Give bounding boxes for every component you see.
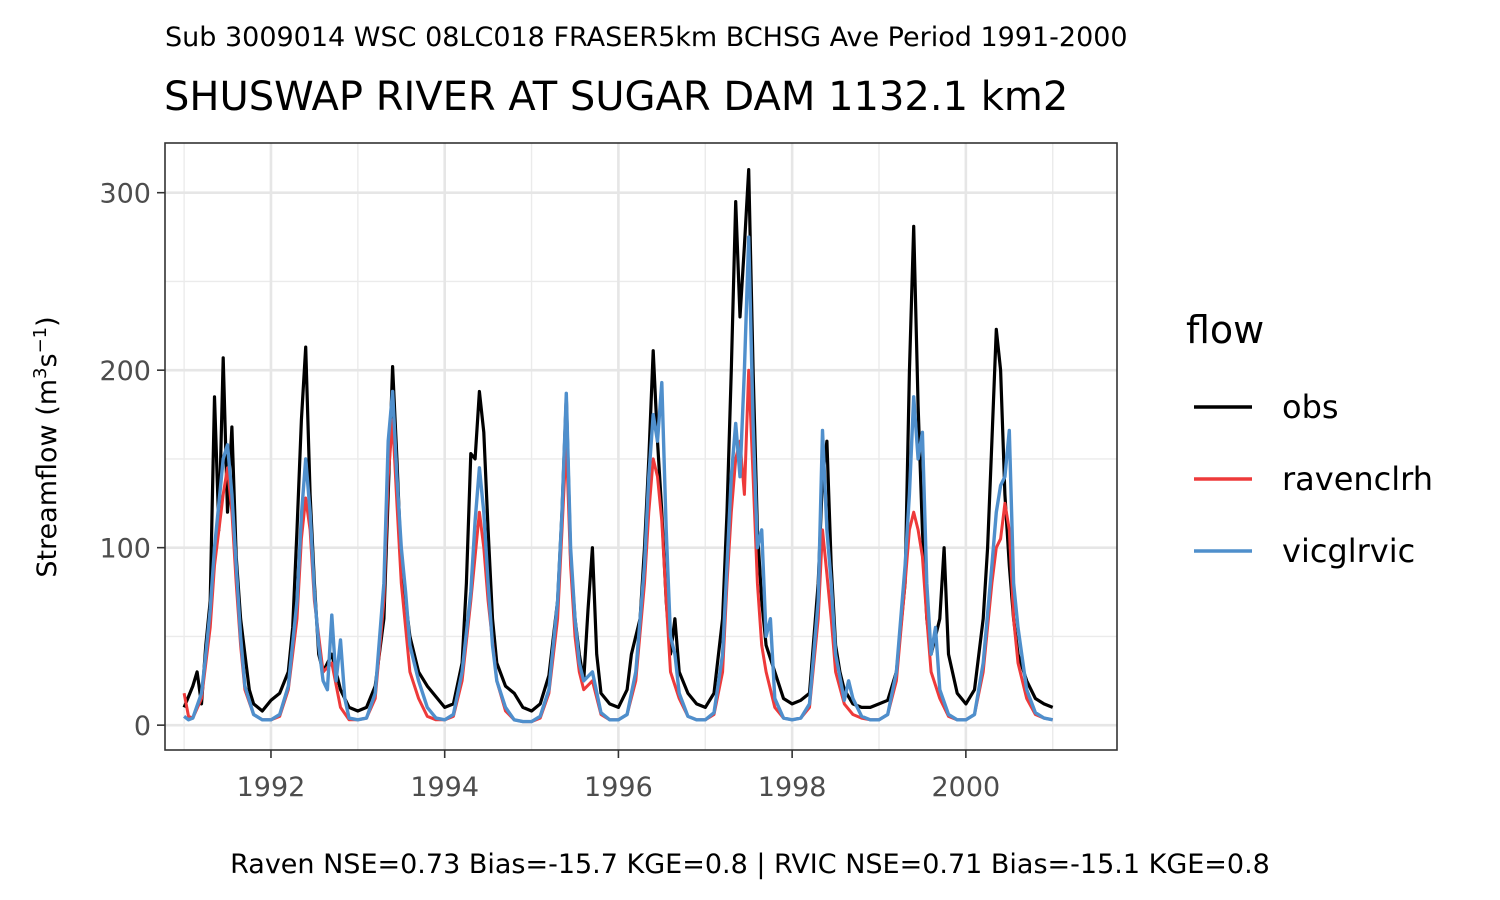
legend-label-ravenclrh: ravenclrh	[1282, 460, 1433, 498]
x-tick-label: 1992	[237, 772, 306, 803]
y-tick-label: 100	[99, 534, 151, 565]
chart-title: SHUSWAP RIVER AT SUGAR DAM 1132.1 km2	[164, 74, 1068, 120]
panel-background	[165, 143, 1117, 750]
x-tick-label: 1998	[758, 772, 827, 803]
y-axis-label-sup1: 3	[30, 368, 51, 379]
y-axis-label-sup2: −1	[30, 327, 51, 354]
plot-area: 1992 1994 1996 1998 2000 0 100 200 300	[99, 142, 1118, 803]
legend: flow obs ravenclrh vicglrvic	[1186, 308, 1433, 570]
x-tick-label: 1996	[584, 772, 653, 803]
legend-label-vicglrvic: vicglrvic	[1282, 532, 1415, 570]
y-axis-label: Streamflow (m3s−1)	[30, 316, 64, 577]
legend-label-obs: obs	[1282, 388, 1339, 426]
axes: 1992 1994 1996 1998 2000 0 100 200 300	[99, 179, 1000, 803]
x-tick-label: 2000	[932, 772, 1001, 803]
y-axis-label-mid: s	[32, 353, 63, 367]
chart-subtitle: Sub 3009014 WSC 08LC018 FRASER5km BCHSG …	[165, 22, 1128, 53]
panel-border	[164, 142, 1118, 751]
y-axis-label-base: Streamflow (m	[32, 379, 63, 578]
series-line-vicglrvic	[183, 235, 1054, 724]
y-axis-label-end: )	[32, 316, 63, 327]
y-tick-label: 200	[99, 356, 151, 387]
y-tick-label: 0	[134, 711, 151, 742]
legend-title: flow	[1186, 308, 1264, 352]
chart-caption: Raven NSE=0.73 Bias=-15.7 KGE=0.8 | RVIC…	[230, 849, 1270, 880]
series-layer	[182, 168, 1054, 724]
x-tick-label: 1994	[410, 772, 479, 803]
y-tick-label: 300	[99, 179, 151, 210]
